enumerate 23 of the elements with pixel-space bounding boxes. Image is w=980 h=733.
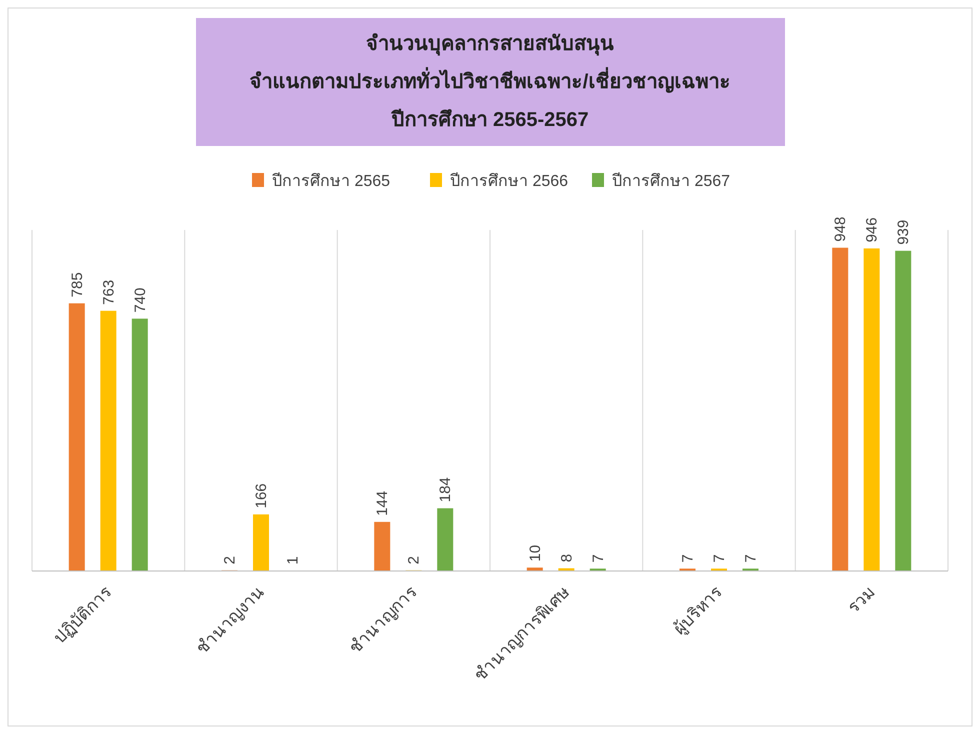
legend-label: ปีการศึกษา 2566: [450, 172, 568, 190]
data-label: 2: [406, 556, 423, 564]
data-label: 10: [526, 544, 544, 562]
data-label: 946: [864, 217, 881, 242]
data-label: 7: [590, 554, 607, 563]
data-label: 785: [68, 272, 86, 298]
data-label: 2: [222, 556, 238, 564]
data-label: 7: [680, 554, 696, 563]
data-label: 1: [284, 556, 302, 565]
data-label: 7: [711, 554, 728, 563]
legend-label: ปีการศึกษา 2565: [272, 172, 390, 190]
data-label: 948: [832, 216, 850, 242]
data-label: 763: [100, 280, 118, 305]
data-label: 7: [742, 554, 760, 563]
data-label: 166: [253, 483, 270, 508]
data-label: 939: [895, 220, 912, 245]
data-label: 144: [374, 490, 392, 516]
chart-title: จำนวนบุคลากรสายสนับสนุน จำแนกตามประเภททั่วไปวิชาชีพเฉพาะ/เชี่ยวชาญเฉพาะ ปีการศึกษา 2565-2567: [250, 33, 730, 131]
data-label: 184: [437, 477, 454, 502]
data-label: 740: [132, 288, 149, 313]
data-label: 8: [558, 554, 576, 562]
x-tick-label: รวม: [844, 582, 878, 618]
legend-label: ปีการศึกษา 2567: [612, 172, 730, 190]
